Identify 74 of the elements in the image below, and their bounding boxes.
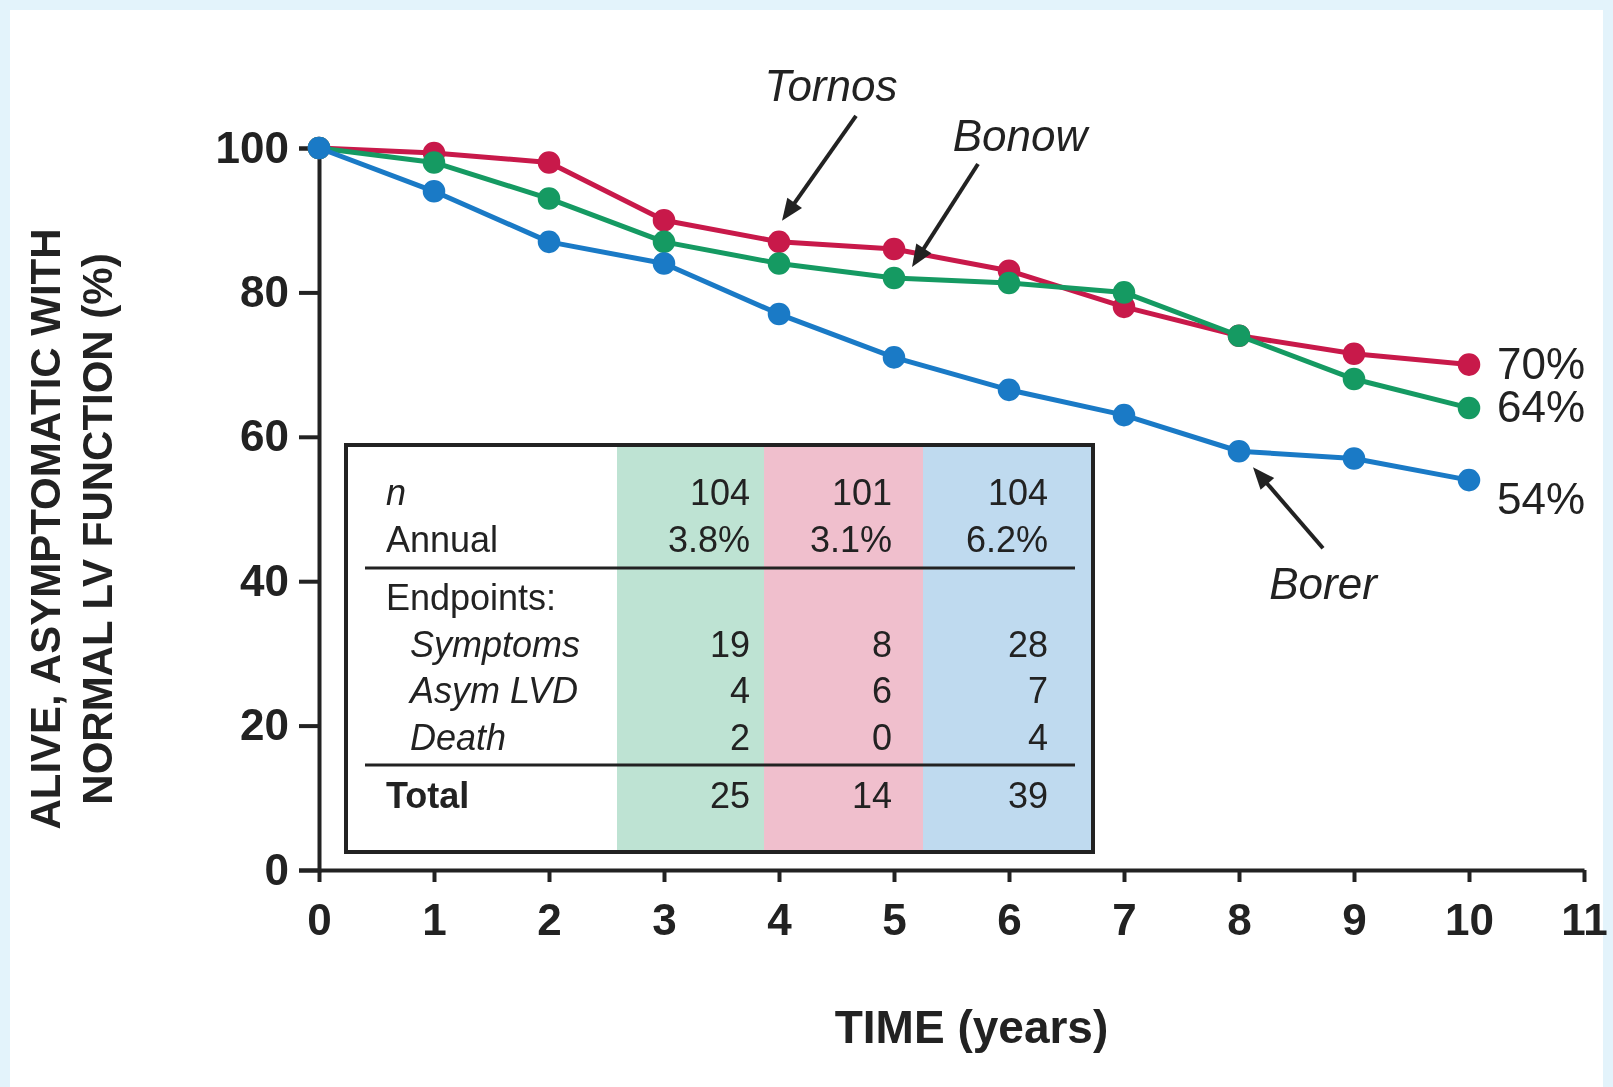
point xyxy=(767,230,791,254)
point xyxy=(1457,468,1481,492)
x-tick-label: 6 xyxy=(997,895,1022,945)
point xyxy=(882,346,906,369)
y-tick-label: 60 xyxy=(240,411,289,461)
annotation: 4 xyxy=(729,670,750,711)
point xyxy=(537,151,561,174)
annotation: 0 xyxy=(871,717,892,758)
annotation: Bonow xyxy=(952,110,1091,160)
point xyxy=(1457,396,1481,420)
point xyxy=(882,266,906,290)
annotation: 39 xyxy=(1007,775,1048,816)
point xyxy=(422,180,446,203)
y-tick-label: 100 xyxy=(215,122,289,172)
y-tick-label: 40 xyxy=(240,555,289,605)
annotation: 14 xyxy=(851,775,892,816)
x-tick-label: 1 xyxy=(422,895,447,945)
point xyxy=(1112,403,1136,427)
annotation: 8 xyxy=(871,624,892,665)
annotation: 3.8% xyxy=(667,519,750,560)
y-tick-label: 20 xyxy=(240,700,289,750)
x-tick-label: 0 xyxy=(307,895,332,945)
x-tick-label: 10 xyxy=(1445,895,1494,945)
point xyxy=(882,237,906,261)
annotation: Symptoms xyxy=(410,624,581,665)
annotation: 4 xyxy=(1027,717,1048,758)
x-tick-label: 4 xyxy=(767,895,793,945)
annotation: n xyxy=(386,472,407,513)
point xyxy=(997,378,1021,402)
annotation: Borer xyxy=(1269,559,1380,609)
x-tick-label: 2 xyxy=(537,895,562,945)
y-axis-title: ALIVE, ASYMPTOMATIC WITH NORMAL LV FUNCTION (%) xyxy=(22,228,121,830)
point xyxy=(767,302,791,326)
annotation: 6 xyxy=(871,670,892,711)
point xyxy=(767,252,791,275)
annotation: 25 xyxy=(709,775,750,816)
point xyxy=(1342,447,1366,470)
x-tick-label: 11 xyxy=(1561,895,1608,945)
annotation: Tornos xyxy=(764,60,898,110)
point xyxy=(1342,342,1366,366)
annotation: 19 xyxy=(709,624,750,665)
annotation: 28 xyxy=(1007,624,1048,665)
point xyxy=(652,252,676,275)
point xyxy=(537,187,561,210)
annotation: Total xyxy=(386,775,470,816)
point xyxy=(1227,439,1251,463)
annotation: 2 xyxy=(729,717,750,758)
annotation: Endpoints: xyxy=(386,577,557,618)
point xyxy=(1342,367,1366,391)
annotation: 104 xyxy=(689,472,750,513)
point xyxy=(1112,281,1136,304)
point xyxy=(652,230,676,254)
point xyxy=(652,208,676,232)
x-tick-label: 5 xyxy=(882,895,907,945)
annotation: 104 xyxy=(987,472,1048,513)
annotation: 54% xyxy=(1497,474,1586,524)
point xyxy=(1457,353,1481,376)
point xyxy=(997,271,1021,295)
annotation: Death xyxy=(410,717,507,758)
y-tick-label: 80 xyxy=(240,266,289,316)
annotation: Asym LVD xyxy=(408,670,579,711)
annotation: Annual xyxy=(386,519,499,560)
annotation: 101 xyxy=(831,472,892,513)
x-tick-label: 8 xyxy=(1227,895,1252,945)
annotation: 7 xyxy=(1027,670,1048,711)
x-tick-label: 7 xyxy=(1112,895,1137,945)
annotation: 3.1% xyxy=(809,519,892,560)
x-axis-title: TIME (years) xyxy=(834,1001,1109,1053)
point xyxy=(537,230,561,254)
x-tick-label: 3 xyxy=(652,895,677,945)
y-tick-label: 0 xyxy=(264,844,289,894)
annotation: 6.2% xyxy=(965,519,1048,560)
x-tick-label: 9 xyxy=(1342,895,1367,945)
point xyxy=(422,151,446,174)
